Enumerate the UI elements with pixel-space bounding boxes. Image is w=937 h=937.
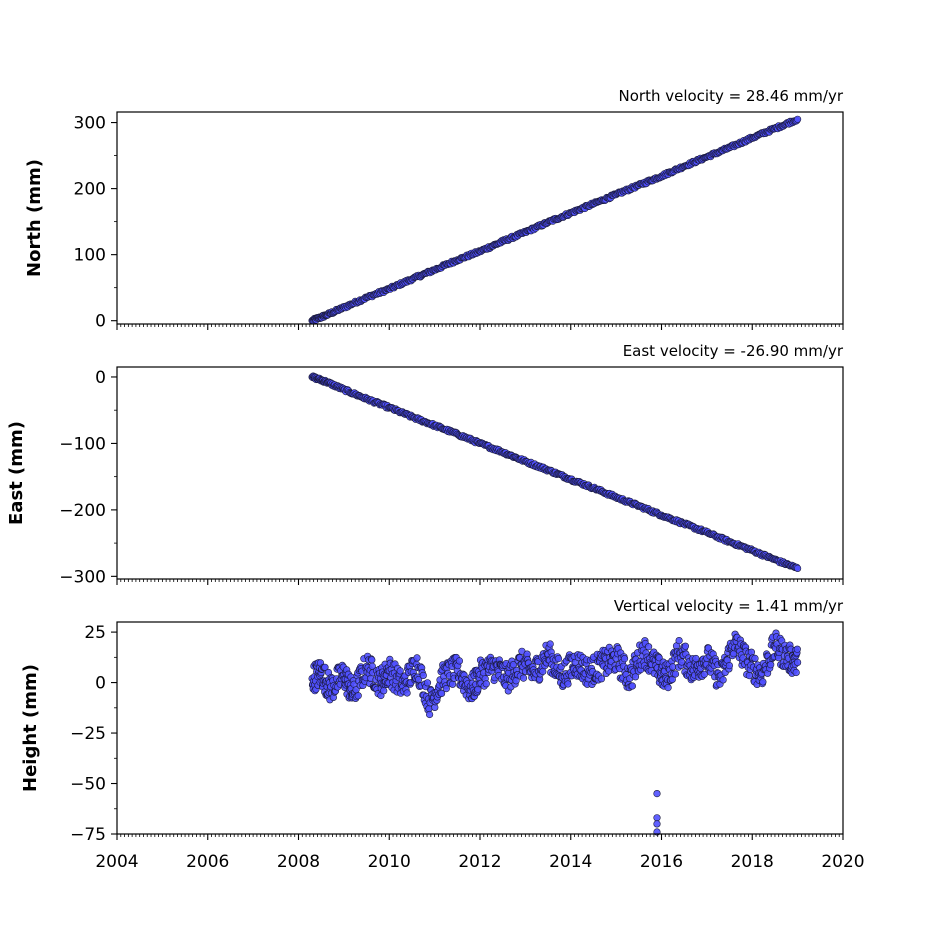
y-tick-label: −25 xyxy=(70,724,106,744)
y-tick-label: 200 xyxy=(74,180,106,200)
data-point xyxy=(620,655,629,663)
y-tick-label: −50 xyxy=(70,775,106,795)
y-tick-label: 100 xyxy=(74,246,106,266)
y-tick-label: 0 xyxy=(95,674,106,694)
data-point xyxy=(380,687,388,695)
y-tick-label: −75 xyxy=(70,825,106,845)
data-point xyxy=(653,814,661,822)
data-point xyxy=(403,689,411,697)
data-point xyxy=(653,789,661,798)
x-tick-label: 2004 xyxy=(95,852,138,872)
x-tick-label: 2020 xyxy=(821,852,864,872)
data-points xyxy=(308,115,802,325)
panel-title: North velocity = 28.46 mm/yr xyxy=(619,87,844,105)
panel-title: Vertical velocity = 1.41 mm/yr xyxy=(614,597,844,615)
data-point xyxy=(419,671,427,680)
y-axis-label: Height (mm) xyxy=(20,664,41,792)
data-point xyxy=(442,684,450,693)
data-point xyxy=(554,654,563,663)
x-tick-label: 2006 xyxy=(186,852,229,872)
data-point xyxy=(681,642,690,650)
x-tick-label: 2018 xyxy=(731,852,774,872)
x-tick-label: 2014 xyxy=(549,852,592,872)
data-point xyxy=(644,643,653,651)
data-point xyxy=(482,680,490,688)
data-point xyxy=(793,645,801,653)
data-point xyxy=(745,671,753,680)
data-point xyxy=(423,679,432,687)
chart-panel-1: 0 100 200 300 North velocity = 28.46 mm/yr No… xyxy=(24,87,844,332)
data-points xyxy=(308,372,802,573)
y-tick-label: −200 xyxy=(59,501,106,521)
data-point xyxy=(767,661,775,669)
data-point xyxy=(793,658,802,667)
data-points xyxy=(308,629,802,836)
x-tick-label: 2008 xyxy=(277,852,320,872)
data-point xyxy=(519,674,528,682)
panel-title: East velocity = -26.90 mm/yr xyxy=(623,342,844,360)
data-point xyxy=(725,661,734,670)
y-tick-label: 0 xyxy=(95,312,106,332)
data-point xyxy=(664,683,672,692)
data-point xyxy=(597,675,606,683)
data-point xyxy=(792,668,800,677)
data-point xyxy=(455,657,464,665)
data-point xyxy=(368,656,376,664)
data-point xyxy=(793,115,802,123)
x-tick-label: 2012 xyxy=(458,852,501,872)
chart-panel-3: 25 0 −25 −50 −75 2004 2006 2008 2010 2012 2014 2016… xyxy=(20,597,865,872)
data-point xyxy=(671,670,680,678)
data-point xyxy=(354,692,362,700)
data-point xyxy=(751,654,759,663)
y-tick-label: 300 xyxy=(74,114,106,134)
y-tick-label: −100 xyxy=(59,434,106,454)
y-tick-label: −300 xyxy=(59,567,106,587)
x-tick-label: 2010 xyxy=(368,852,411,872)
data-point xyxy=(793,564,802,573)
data-point xyxy=(564,680,572,688)
data-point xyxy=(628,682,637,690)
y-tick-label: 0 xyxy=(95,368,106,388)
y-axis-label: East (mm) xyxy=(6,421,27,525)
data-point xyxy=(719,676,727,684)
y-axis-label: North (mm) xyxy=(24,159,45,277)
data-point xyxy=(396,667,404,675)
data-point xyxy=(413,654,421,662)
data-point xyxy=(759,678,767,686)
y-tick-label: 25 xyxy=(84,623,106,643)
data-point xyxy=(675,636,683,645)
data-point xyxy=(653,820,661,828)
data-point xyxy=(692,654,700,663)
data-point xyxy=(426,710,434,719)
data-point xyxy=(546,640,554,648)
x-tick-label: 2016 xyxy=(640,852,683,872)
data-point xyxy=(449,680,457,688)
chart-panel-2: 0 −100 −200 −300 East velocity = -26.90 mm/y… xyxy=(6,342,844,587)
